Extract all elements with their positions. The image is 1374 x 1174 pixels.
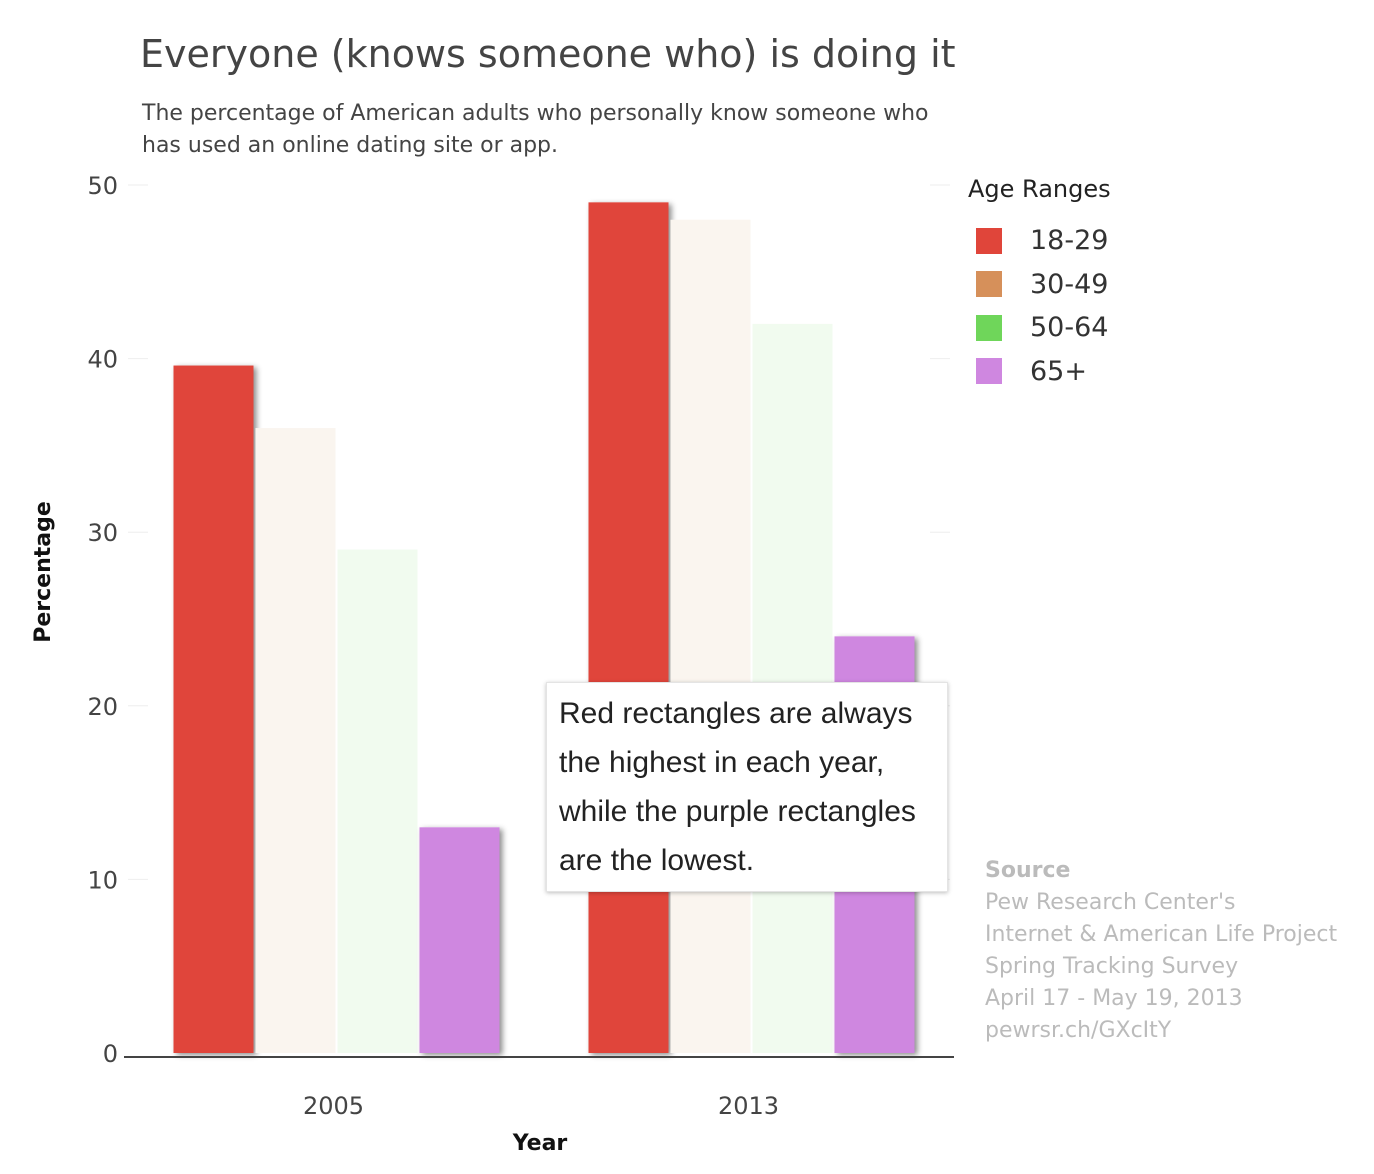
x-tick-label: 2013 [718,1092,779,1120]
bars [173,202,915,1054]
annotation-box: Red rectangles are always the highest in… [546,682,948,892]
chart-subtitle: The percentage of American adults who pe… [142,101,929,158]
source-line: Pew Research Center's [985,890,1236,915]
legend-label: 50-64 [1030,312,1109,344]
legend-label: 30-49 [1030,268,1109,300]
legend-item-50-64[interactable]: 50-64 [968,306,1111,350]
source-note: Source Pew Research Center's Internet & … [985,855,1365,1047]
y-tick-label: 40 [87,346,118,374]
legend-swatch [976,271,1002,298]
y-tick-label: 30 [87,519,118,547]
y-axis-title: Percentage [31,501,56,643]
bar-2013-30-49[interactable] [670,219,751,1054]
legend-label: 18-29 [1030,225,1109,257]
legend-item-18-29[interactable]: 18-29 [968,219,1111,263]
bar-2005-30-49[interactable] [255,428,336,1053]
legend-item-65-plus[interactable]: 65+ [968,350,1111,394]
y-tick-label: 0 [103,1040,118,1068]
y-tick-label: 10 [87,866,118,894]
source-heading: Source [985,858,1071,883]
legend: Age Ranges 18-29 30-49 50-64 65+ [968,175,1111,393]
source-line: April 17 - May 19, 2013 [985,986,1243,1011]
source-line-link[interactable]: pewrsr.ch/GXcItY [985,1018,1172,1043]
legend-title: Age Ranges [968,175,1111,203]
bar-2005-50-64[interactable] [337,549,418,1053]
bar-2005-18-29[interactable] [173,365,254,1053]
chart-title: Everyone (knows someone who) is doing it [140,32,956,76]
legend-swatch [976,227,1002,254]
legend-swatch [976,314,1002,341]
y-tick-label: 20 [87,693,118,721]
y-tick-labels: 0 10 20 30 40 50 [87,172,118,1068]
x-tick-labels: 2005 2013 [303,1092,779,1120]
bar-2005-65-plus[interactable] [419,827,500,1053]
y-tick-label: 50 [87,172,118,200]
bar-2013-18-29[interactable] [588,202,669,1054]
legend-swatch [976,358,1002,385]
x-tick-label: 2005 [303,1092,364,1120]
source-line: Spring Tracking Survey [985,954,1239,979]
legend-label: 65+ [1030,355,1087,387]
x-axis-title: Year [512,1131,568,1156]
source-line: Internet & American Life Project [985,922,1338,947]
legend-item-30-49[interactable]: 30-49 [968,263,1111,307]
